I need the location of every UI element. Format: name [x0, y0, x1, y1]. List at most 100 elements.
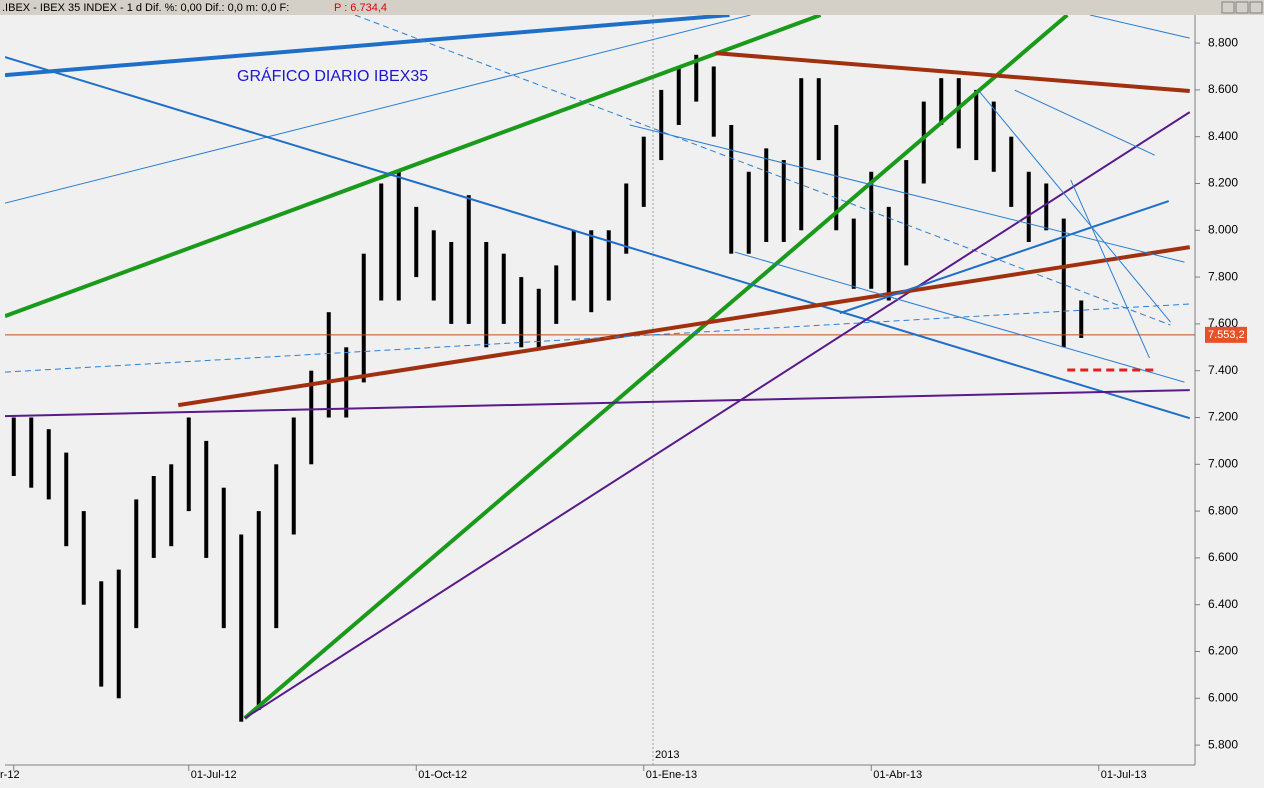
trend-line — [244, 111, 1191, 720]
price-bar — [764, 148, 769, 242]
y-tick-label: 7.000 — [1208, 456, 1238, 470]
trend-line — [243, 15, 1069, 720]
price-bar — [291, 417, 296, 535]
trend-line — [715, 51, 1190, 94]
last-price-label: 7.553,2 — [1208, 329, 1245, 341]
price-bar — [221, 487, 226, 629]
y-tick-label: 7.800 — [1208, 269, 1238, 283]
x-tick-label: 01-Oct-12 — [418, 769, 467, 781]
trend-line — [1014, 89, 1155, 156]
trend-line — [5, 303, 1190, 373]
price-bar — [361, 253, 366, 383]
y-tick-label: 7.600 — [1208, 316, 1238, 330]
y-tick-label: 8.800 — [1208, 35, 1238, 49]
price-bar — [11, 417, 16, 476]
y-tick-label: 6.600 — [1208, 550, 1238, 564]
trend-line — [354, 15, 1171, 326]
trend-line — [734, 251, 1185, 383]
y-tick-label: 7.400 — [1208, 363, 1238, 377]
price-bar — [729, 124, 734, 254]
price-bar — [134, 499, 139, 629]
price-bar — [414, 206, 419, 278]
maximize-button[interactable] — [1235, 1, 1249, 14]
price-bar — [799, 78, 804, 231]
header-text: .IBEX - IBEX 35 INDEX - 1 d Dif. %: 0,00… — [2, 2, 289, 14]
price-bar — [379, 183, 384, 301]
price-bar — [904, 160, 909, 266]
price-bar — [46, 429, 51, 500]
trend-line — [979, 91, 1171, 323]
y-tick-label: 6.800 — [1208, 503, 1238, 517]
trend-line — [5, 389, 1190, 418]
price-bar — [659, 89, 664, 161]
y-tick-label: 8.000 — [1208, 222, 1238, 236]
price-bar — [466, 195, 471, 324]
price-bar — [309, 370, 314, 465]
price-bar — [81, 511, 86, 605]
price-bar — [746, 171, 751, 254]
x-tick-label: 01-Ene-13 — [646, 769, 697, 781]
price-bar — [939, 78, 944, 125]
y-tick-label: 8.400 — [1208, 129, 1238, 143]
x-tick-label: 01-Jul-12 — [191, 769, 237, 781]
price-bar — [606, 230, 611, 301]
x-tick-label: 01-Abr-13 — [873, 769, 922, 781]
y-tick-label: 5.800 — [1208, 737, 1238, 751]
price-bar — [1044, 183, 1049, 231]
close-button[interactable] — [1249, 1, 1263, 14]
price-bar — [151, 475, 156, 558]
window-buttons[interactable] — [1221, 1, 1263, 14]
price-bar — [571, 230, 576, 301]
trend-line — [177, 245, 1191, 408]
price-bar — [1026, 171, 1031, 242]
price-bar — [676, 66, 681, 125]
trend-line — [1089, 15, 1190, 39]
price-bar — [99, 581, 104, 687]
price-bar — [711, 66, 716, 137]
y-tick-label: 6.200 — [1208, 644, 1238, 658]
price-bar — [869, 171, 874, 289]
price-bar — [501, 253, 506, 324]
price-bar — [64, 452, 69, 547]
price-bar — [396, 171, 401, 301]
y-tick-label: 8.200 — [1208, 176, 1238, 190]
price-bar — [851, 218, 856, 289]
price-bar — [624, 183, 629, 254]
trend-line — [5, 56, 1191, 420]
price-bar — [1061, 218, 1066, 348]
price-bar — [974, 89, 979, 161]
y-tick-label: 8.600 — [1208, 82, 1238, 96]
price-bar — [449, 241, 454, 324]
y-tick-label: 6.400 — [1208, 597, 1238, 611]
price-bar — [536, 288, 541, 348]
price-bar — [886, 206, 891, 301]
price-bar — [921, 101, 926, 184]
price-bar — [816, 78, 821, 161]
price-bar — [641, 136, 646, 207]
price-bar — [274, 464, 279, 629]
price-bar — [519, 277, 524, 348]
price-bar — [344, 347, 349, 418]
price-bar — [116, 569, 121, 699]
price-bar — [431, 230, 436, 301]
plot-area — [5, 15, 1195, 722]
x-tick-label: r-12 — [0, 769, 20, 781]
y-tick-label: 6.000 — [1208, 690, 1238, 704]
trend-line — [1070, 179, 1150, 359]
trend-line — [5, 15, 822, 319]
last-price-tag — [1205, 326, 1247, 343]
price-bar — [834, 124, 839, 231]
trend-line — [839, 200, 1170, 315]
price-bar — [484, 241, 489, 348]
minimize-button[interactable] — [1221, 1, 1235, 14]
price-bar — [169, 464, 174, 547]
price-bar — [186, 417, 191, 512]
year-label: 2013 — [655, 749, 679, 761]
price-bar — [991, 101, 996, 172]
price-bar — [694, 54, 699, 102]
price-bar — [239, 534, 244, 722]
price-bar — [256, 511, 261, 711]
price-bar — [326, 312, 331, 418]
price-bar — [589, 230, 594, 313]
